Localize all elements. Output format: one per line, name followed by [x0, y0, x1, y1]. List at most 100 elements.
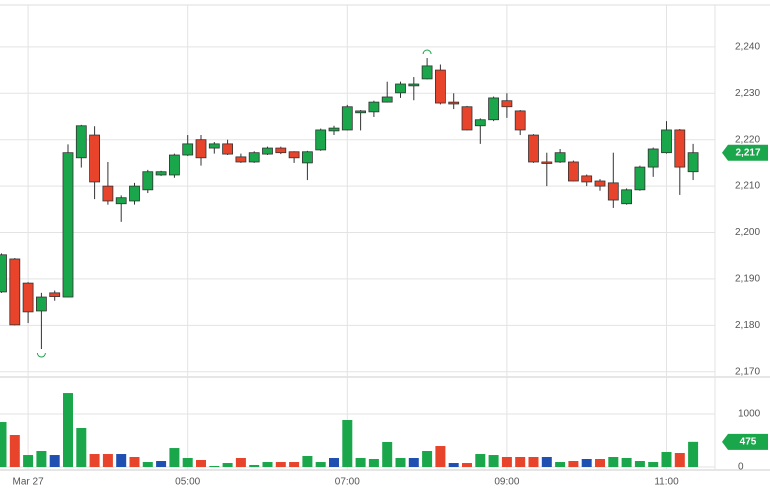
y-tick-label: 2,190 [735, 274, 760, 285]
y-tick-label: 2,220 [735, 134, 760, 145]
candle-body [607, 182, 619, 201]
volume-bar [329, 457, 339, 467]
volume-bar [382, 441, 393, 467]
volume-bar [36, 451, 47, 467]
volume-bar [156, 461, 167, 467]
volume-bar [89, 454, 100, 467]
y-tick-label: 2,240 [735, 42, 760, 53]
x-tick-label: 07:00 [335, 477, 360, 488]
volume-bar [475, 454, 486, 467]
volume-bar [621, 457, 632, 467]
volume-bar [102, 454, 113, 467]
volume-bar [342, 420, 353, 467]
candle-body [528, 134, 539, 163]
candle-body [129, 185, 140, 202]
volume-bar [581, 459, 592, 467]
volume-bar [302, 455, 313, 467]
candle-body [222, 143, 234, 155]
candle-body [368, 101, 380, 113]
volume-bar [0, 422, 7, 467]
candle-body [208, 143, 220, 149]
candle-body [474, 119, 486, 127]
candle-body [488, 97, 500, 121]
high-marker [422, 49, 432, 55]
candle-body [115, 197, 127, 205]
volume-bar [169, 448, 180, 467]
candle-body [102, 185, 114, 202]
volume-bar [608, 456, 619, 467]
volume-bar [541, 456, 552, 467]
candle-body [262, 147, 273, 155]
plot-area [0, 5, 715, 470]
y-tick-label: 2,180 [735, 320, 760, 331]
volume-bar [528, 456, 539, 467]
candle-body [421, 65, 433, 80]
last-price-label: 2,217 [735, 147, 760, 158]
last-volume-label: 475 [740, 436, 757, 447]
candle-body [195, 139, 207, 159]
volume-bar [435, 446, 446, 467]
candle-body [22, 282, 34, 313]
volume-bar [275, 462, 286, 467]
volume-bar [222, 463, 233, 467]
volume-bar [355, 457, 366, 467]
candle-body [301, 151, 313, 164]
volume-bar [289, 462, 300, 467]
volume-bar [648, 462, 659, 467]
volume-bar [422, 451, 433, 467]
candle-body [89, 134, 100, 183]
candle-body [395, 83, 406, 94]
volume-bar [688, 441, 699, 467]
candle-body [235, 156, 247, 163]
volume-bar [408, 457, 419, 467]
volume-bar [76, 428, 87, 467]
volume-bar [116, 454, 127, 467]
candle-body [381, 96, 393, 103]
volume-bar [209, 465, 220, 467]
volume-bar [488, 455, 499, 467]
volume-bar [63, 393, 73, 467]
y-tick-label: 2,230 [735, 88, 760, 99]
candle-body [62, 152, 74, 298]
candle-body [315, 129, 327, 151]
candle-body [541, 161, 553, 164]
candle-body [355, 110, 367, 114]
x-tick-label: 05:00 [175, 477, 200, 488]
y-tick-label: 2,210 [735, 181, 760, 192]
candle-body [434, 69, 446, 104]
volume-bar [595, 459, 605, 467]
candle-body [408, 83, 420, 87]
x-tick-label: 11:00 [654, 477, 679, 488]
volume-bar [49, 455, 60, 467]
volume-bar [395, 457, 406, 467]
candle-body [182, 143, 194, 156]
candle-body [647, 148, 659, 168]
volume-bar [568, 461, 579, 467]
candle-body [275, 147, 287, 154]
candle-body [581, 175, 593, 183]
candle-body [142, 171, 154, 191]
candle-body [687, 152, 699, 173]
volume-bar [634, 461, 645, 467]
volume-bar [661, 452, 672, 467]
candle-body [155, 171, 167, 176]
volume-bar [196, 460, 206, 467]
candle-body [621, 189, 632, 205]
volume-bar [501, 456, 512, 467]
volume-bar [23, 455, 34, 467]
candle-body [568, 161, 579, 182]
candle-body [674, 129, 686, 168]
volume-bar [129, 456, 140, 467]
candle-body [341, 106, 353, 131]
candle-body [554, 152, 566, 163]
candle-body [168, 154, 180, 176]
volume-bar [235, 457, 246, 467]
candle-body [75, 125, 87, 159]
volume-bar [368, 459, 379, 467]
volume-bar [448, 463, 459, 467]
volume-bar [262, 462, 273, 467]
candle-body [448, 101, 460, 105]
candle-body [501, 100, 513, 108]
candle-body [661, 129, 672, 154]
candle-body [9, 258, 21, 326]
